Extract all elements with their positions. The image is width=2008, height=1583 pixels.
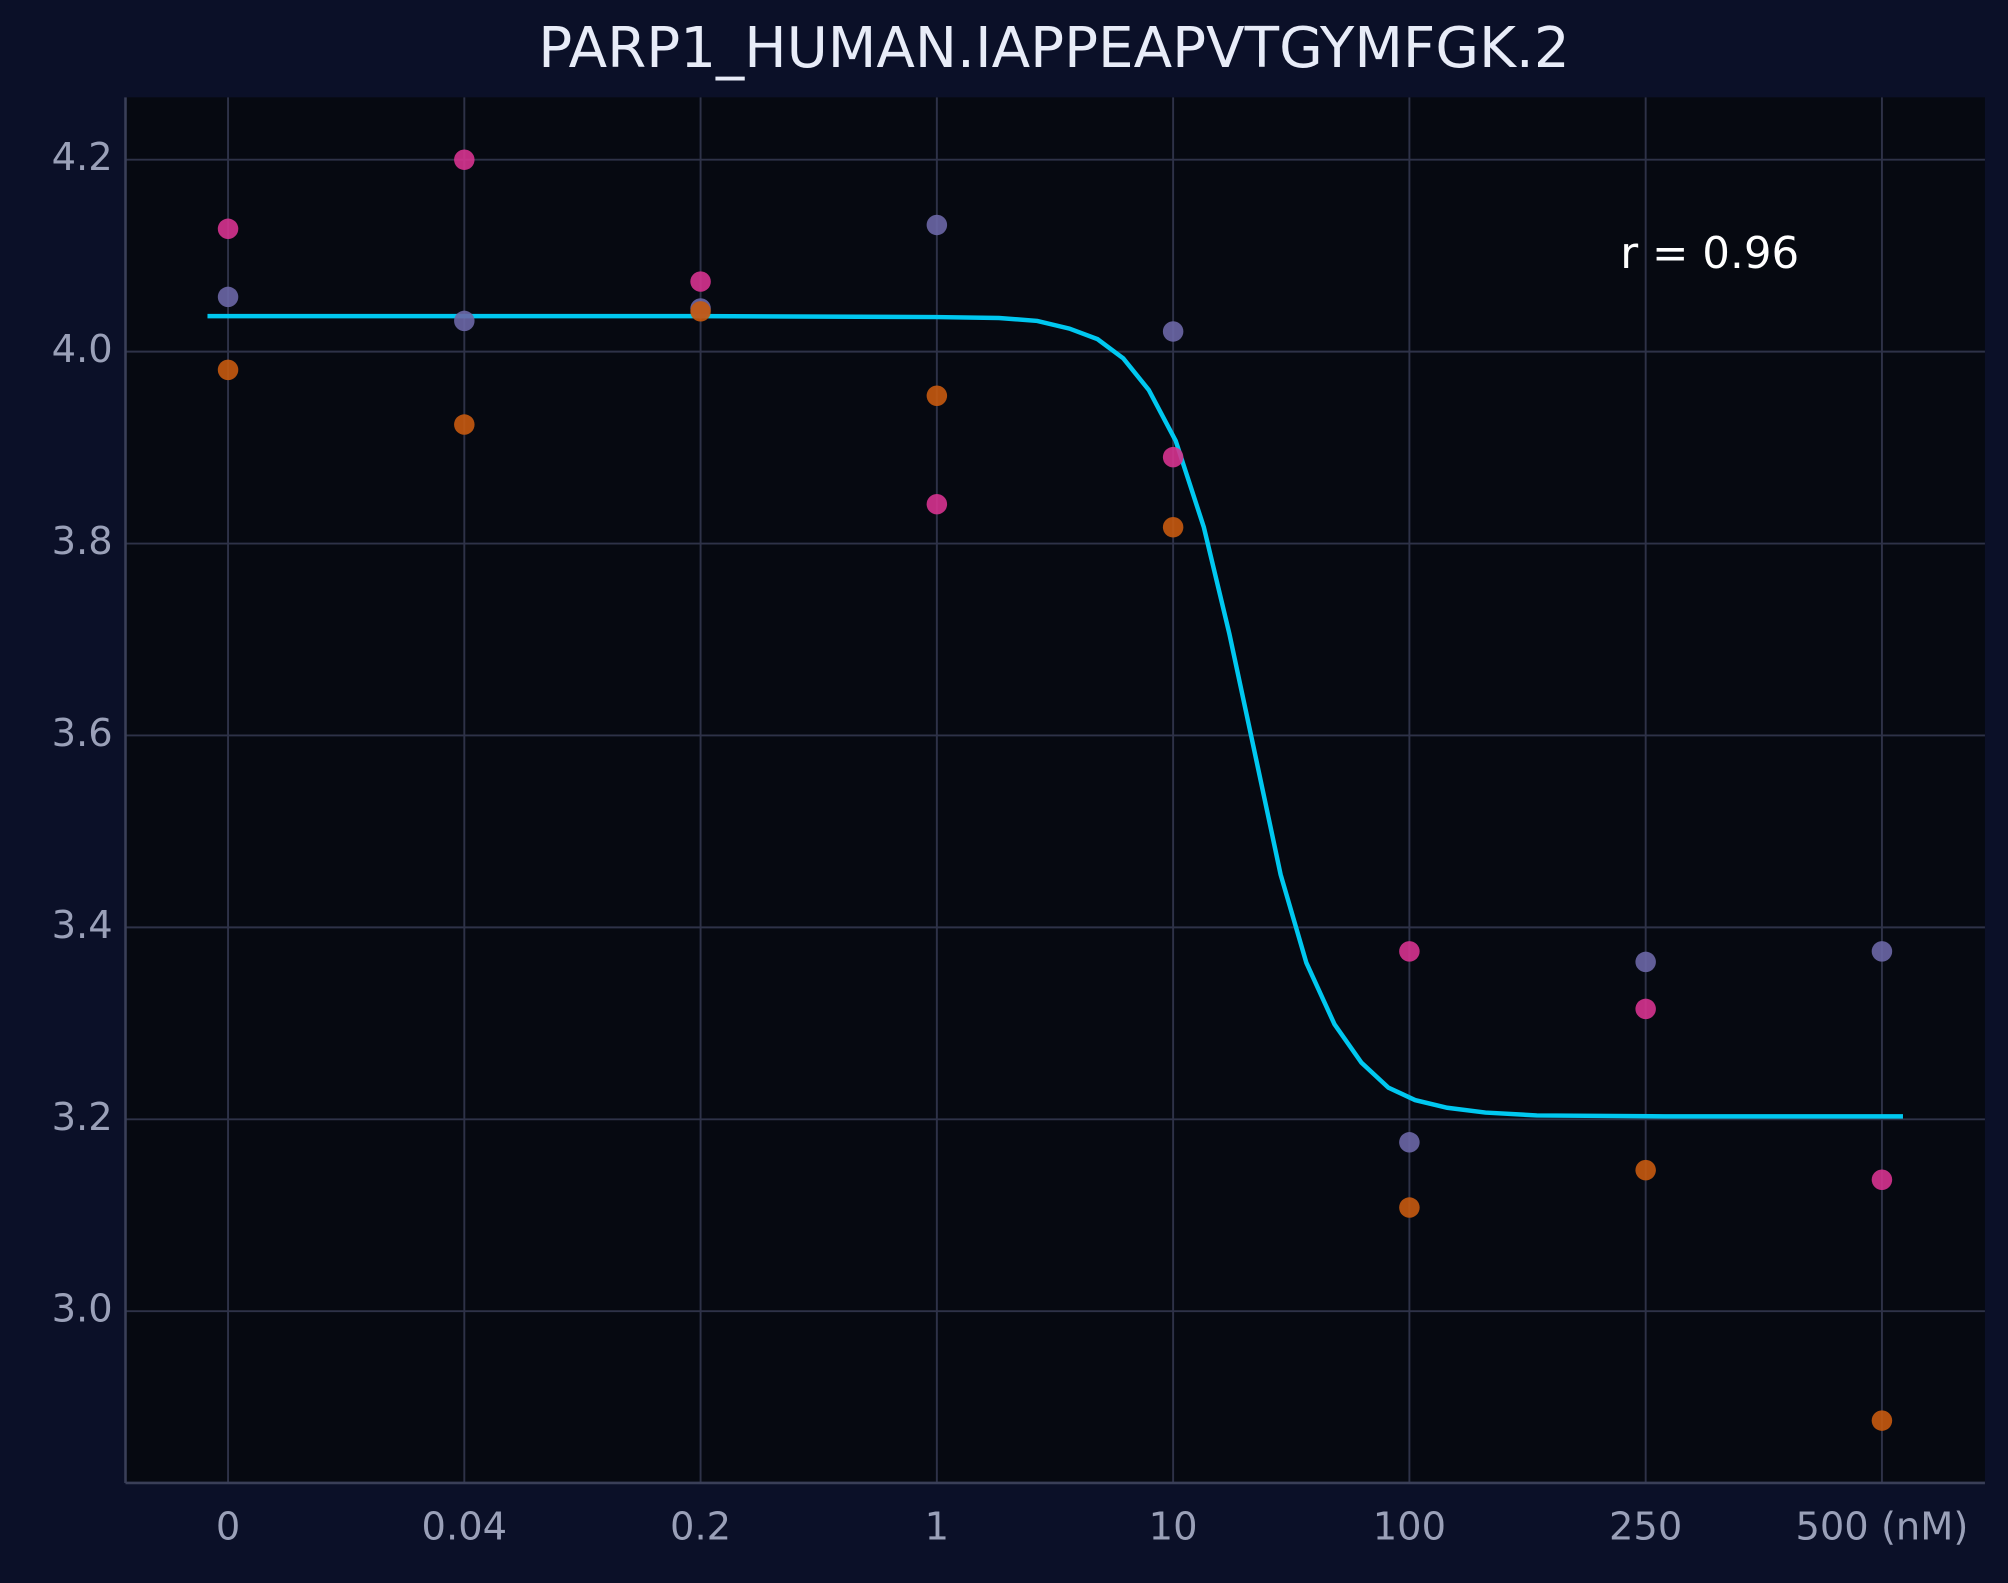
data-point bbox=[217, 218, 239, 240]
data-point bbox=[217, 286, 239, 308]
data-point bbox=[1871, 941, 1893, 962]
data-point bbox=[454, 310, 475, 332]
data-point bbox=[454, 149, 475, 170]
annotation: r = 0.96 bbox=[1620, 229, 1799, 279]
data-point bbox=[1399, 1197, 1420, 1218]
y-tick-label: 3.2 bbox=[52, 1095, 113, 1140]
y-tick-label: 4.0 bbox=[52, 327, 113, 372]
data-point bbox=[454, 414, 475, 435]
y-tick-label: 4.2 bbox=[52, 135, 113, 180]
y-tick-label: 3.0 bbox=[52, 1287, 113, 1332]
x-tick-label: 500 (nM) bbox=[1795, 1505, 1968, 1550]
data-point bbox=[690, 301, 711, 322]
data-point bbox=[1871, 1169, 1893, 1190]
data-point bbox=[926, 385, 948, 407]
data-point bbox=[1635, 998, 1656, 1020]
fit-curve bbox=[207, 313, 1903, 1119]
x-tick-label: 1 bbox=[925, 1505, 949, 1550]
chart-title: PARP1_HUMAN.IAPPEAPVTGYMFGK.2 bbox=[538, 16, 1569, 81]
data-point bbox=[1162, 446, 1184, 468]
x-tick-label: 10 bbox=[1149, 1505, 1198, 1550]
data-point bbox=[1871, 1410, 1893, 1431]
plot-area bbox=[125, 97, 1985, 1483]
data-point bbox=[217, 359, 239, 381]
x-tick-label: 0.2 bbox=[670, 1505, 731, 1550]
data-point bbox=[690, 271, 711, 292]
x-tick-label: 0.04 bbox=[422, 1505, 508, 1550]
data-point bbox=[1399, 1132, 1420, 1153]
data-point bbox=[1635, 951, 1656, 973]
x-tick-label: 100 bbox=[1373, 1505, 1446, 1550]
y-tick-label: 3.4 bbox=[52, 903, 113, 948]
data-point bbox=[1635, 1159, 1656, 1181]
data-point bbox=[1162, 516, 1184, 538]
x-tick-label: 250 bbox=[1609, 1505, 1682, 1550]
x-tick-label: 0 bbox=[216, 1505, 240, 1550]
data-point bbox=[1162, 321, 1184, 342]
data-point bbox=[926, 493, 948, 515]
y-tick-label: 3.8 bbox=[52, 519, 113, 564]
y-tick-label: 3.6 bbox=[52, 711, 113, 756]
data-point bbox=[926, 214, 948, 236]
data-point bbox=[1399, 941, 1420, 962]
